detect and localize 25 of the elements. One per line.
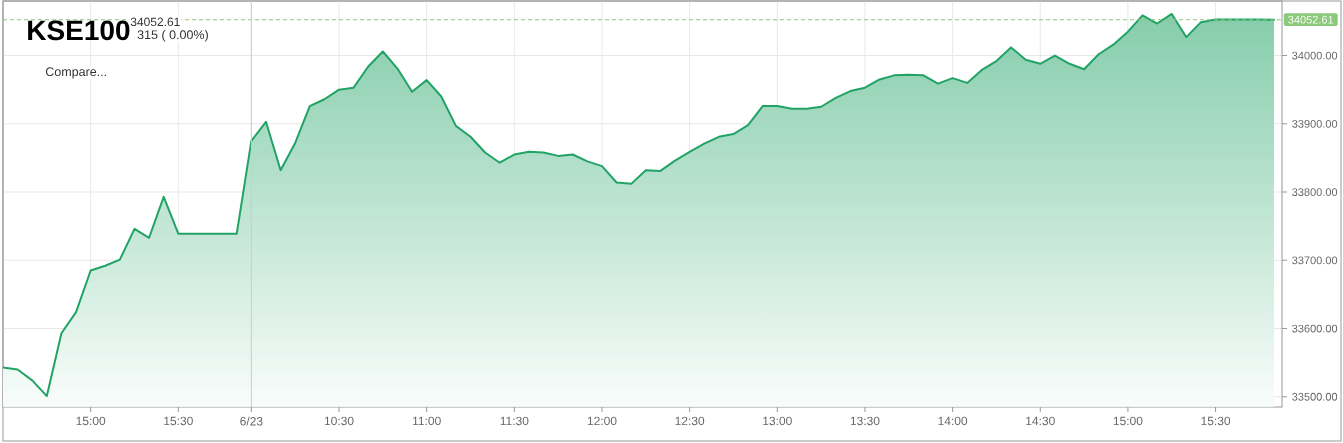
ref-line-label: 34052.61 (1288, 15, 1334, 24)
y-tick-label: 33800.00 (1292, 188, 1338, 196)
annotation: 315 ( 0.00%) (137, 29, 208, 42)
text: KSE100 (28, 20, 130, 41)
x-tick-label: 14:30 (1026, 416, 1055, 426)
y-tick-label: 33900.00 (1292, 119, 1338, 128)
x-tick-label: 11:00 (413, 416, 441, 426)
y-tick-label: 33500.00 (1292, 392, 1338, 401)
x-tick-label: 14:00 (938, 416, 968, 426)
x-tick-label: 15:30 (164, 416, 193, 426)
x-tick-label: 6/23 (240, 416, 263, 426)
x-tick-label: 13:30 (850, 416, 880, 426)
x-tick-label: 10:30 (324, 416, 354, 426)
text: 34052.61 (130, 17, 180, 27)
x-tick-label: 12:30 (675, 416, 705, 426)
x-tick-label: 15:00 (1113, 416, 1143, 426)
y-tick-label: 33600.00 (1292, 324, 1338, 333)
x-tick-label: 15:00 (76, 416, 106, 426)
x-tick-label: 11:30 (500, 416, 529, 426)
annotation: Compare... (45, 67, 106, 79)
x-tick-label: 15:30 (1201, 416, 1231, 426)
y-tick-label: 34000.00 (1292, 51, 1338, 60)
x-tick-label: 12:00 (587, 416, 617, 426)
x-tick-label: 13:00 (763, 416, 792, 426)
y-tick-label: 33700.00 (1292, 256, 1338, 265)
